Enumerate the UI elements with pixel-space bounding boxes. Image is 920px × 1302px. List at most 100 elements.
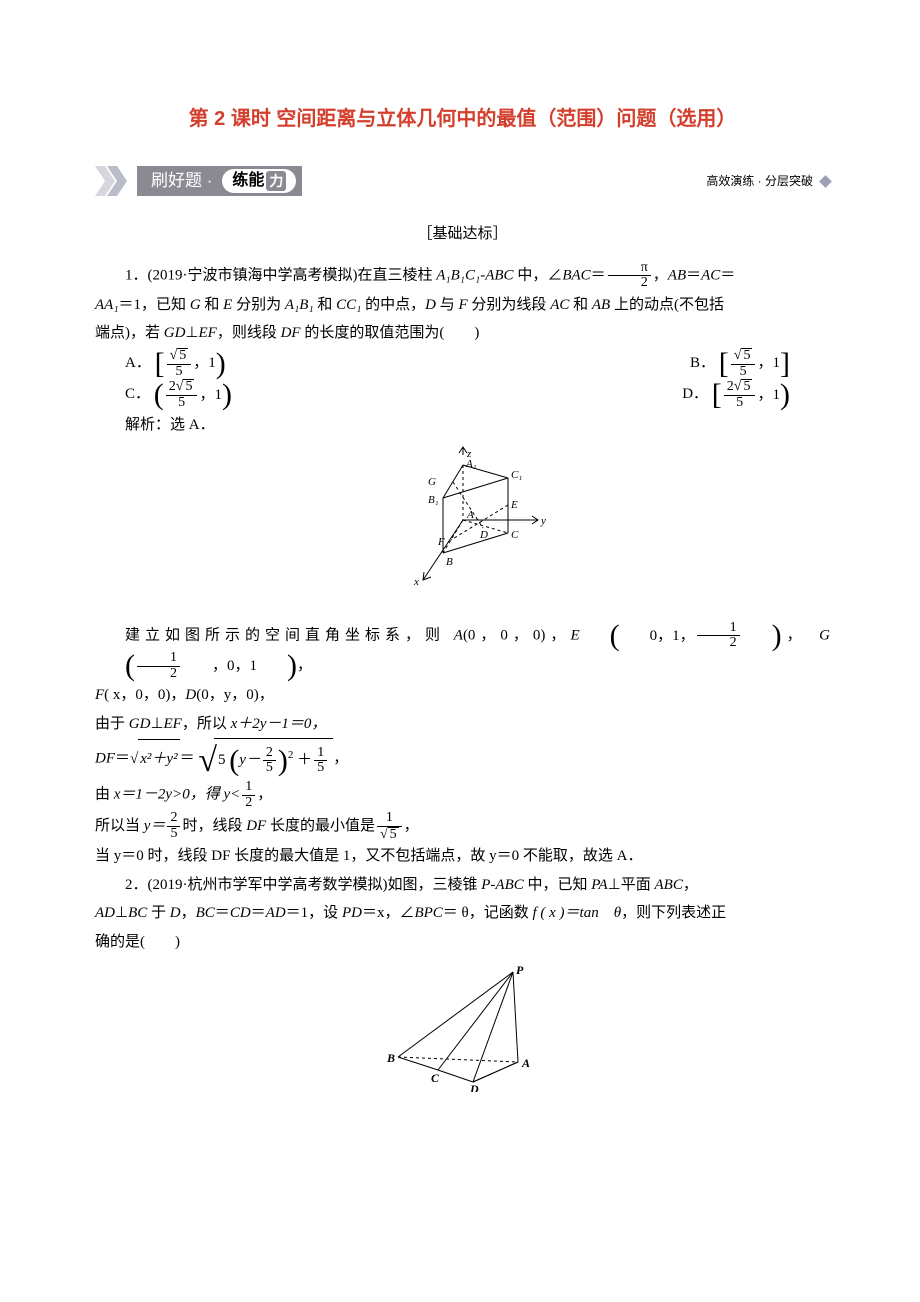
t: ，0，1 (182, 652, 257, 681)
t: 的中点， (361, 297, 425, 313)
svg-text:D: D (469, 1082, 479, 1092)
t: 与 (436, 297, 459, 313)
t: 5 (177, 348, 188, 364)
t: y< (223, 787, 240, 803)
t: ，则下列表述正 (621, 905, 726, 921)
t: ＝1，设 (286, 905, 342, 921)
pill-box: 力 (266, 171, 286, 191)
svg-text:E: E (510, 499, 518, 511)
t: 2 (137, 667, 180, 682)
t: A₁B₁ (285, 297, 314, 313)
t: 2 (263, 746, 276, 762)
sol-l7: 当 y＝0 时，线段 DF 长度的最大值是 1，又不包括端点，故 y＝0 不能取… (95, 842, 830, 871)
t: π (608, 261, 651, 277)
t: ， (782, 627, 800, 643)
pill-prefix: 练能 (232, 169, 264, 193)
banner-left-text: 刷好题 · (151, 165, 212, 197)
t: GD (164, 325, 186, 341)
svg-text:F: F (437, 536, 445, 548)
svg-text:y: y (540, 515, 546, 527)
t: ＝ θ，记函数 (443, 905, 533, 921)
t: ⊥ (150, 716, 163, 732)
t: D (425, 297, 436, 313)
t: 1 (208, 349, 216, 378)
t: 上的动点(不包括 (610, 297, 724, 313)
t: DF (281, 325, 301, 341)
t: 1 (773, 381, 781, 410)
t: ， (181, 905, 196, 921)
t: 的长度的取值范围为( ) (301, 325, 480, 341)
q1-line3: 端点)，若 GD⊥EF，则线段 DF 的长度的取值范围为( ) (95, 319, 830, 348)
t: 和 (569, 297, 592, 313)
q1-line1: 1．(2019·宁波市镇海中学高考模拟)在直三棱柱 A₁B₁C₁­-ABC 中，… (95, 261, 830, 291)
banner-left: 刷好题 · 练能 力 (95, 164, 302, 198)
t: 5 (263, 761, 276, 776)
t: 5 (314, 761, 327, 776)
page: 第 2 课时 空间距离与立体几何中的最值（范围）问题（选用） 刷好题 · 练能 … (0, 0, 920, 1302)
t: ＝x，∠ (362, 905, 415, 921)
t: ， (653, 267, 668, 283)
svg-text:B₁: B₁ (428, 494, 439, 506)
sol-l1: 建立如图所示的空间直角坐标系，则 A(0，0，0)，E(0，1，12)， G(1… (95, 621, 830, 682)
t: 2 (242, 796, 255, 811)
t: 5 (167, 365, 192, 380)
t: 和 (314, 297, 337, 313)
t: 分别为 (232, 297, 285, 313)
t: 由 (95, 787, 114, 803)
t: AC (701, 267, 720, 283)
t: AD (266, 905, 286, 921)
t: CD (230, 905, 251, 921)
t: A₁B₁C₁­-ABC (436, 267, 513, 283)
t: 5 (218, 752, 226, 768)
t: 1 (137, 651, 180, 667)
t: AB (592, 297, 610, 313)
q1-line2: AA₁＝1，已知 G 和 E 分别为 A₁B₁ 和 CC₁ 的中点，D 与 F … (95, 291, 830, 320)
svg-text:G: G (428, 476, 436, 488)
t: x＋2y－1＝0， (231, 716, 327, 732)
t: 1 (214, 381, 222, 410)
t: BAC (562, 267, 590, 283)
t: 1 (242, 780, 255, 796)
q2-line3: 确的是( ) (95, 928, 830, 957)
section-heading: ［基础达标］ (95, 220, 830, 249)
svg-text:A: A (466, 509, 474, 521)
t: EF (164, 716, 182, 732)
sol-l4: DF＝x²＋y²＝ √ 5 (y－25)2 ＋15 ， (95, 738, 830, 780)
t: 由于 (95, 716, 129, 732)
t: AB (668, 267, 686, 283)
banner-pill: 练能 力 (222, 169, 296, 193)
t: 2 (727, 379, 734, 394)
svg-text:P: P (516, 963, 524, 977)
banner-right-text: 高效演练 · 分层突破 (706, 170, 813, 193)
t: D (170, 905, 181, 921)
t: PD (342, 905, 362, 921)
t: B． (690, 355, 715, 371)
t: 于 (147, 905, 170, 921)
figure-prism: z A₁ C₁ G B₁ E A D C y F B x (95, 445, 830, 611)
t: G (190, 297, 201, 313)
t: GD (129, 716, 151, 732)
t: ＝ (686, 267, 701, 283)
t: 分别为线段 (468, 297, 551, 313)
t: E (223, 297, 232, 313)
sol-l6: 所以当 y＝25时，线段 DF 长度的最小值是15， (95, 811, 830, 842)
t: BPC (414, 905, 442, 921)
t: EF (199, 325, 217, 341)
t: 2 (697, 636, 740, 651)
t: F (95, 687, 104, 703)
t: ＝ (180, 751, 195, 767)
svg-text:C₁: C₁ (511, 469, 522, 481)
t: PA (591, 877, 607, 893)
t: ⊥ (115, 905, 128, 921)
t: AD (95, 905, 115, 921)
t: C． (125, 386, 150, 402)
t: x＝1－2y>0，得 (114, 787, 224, 803)
t: 0，1， (620, 622, 695, 651)
t: ，所以 (182, 716, 231, 732)
t: A． (125, 355, 151, 371)
q1-options-row2: C． ( 255 ，1 ) D． [ 255 ，1 ) (125, 379, 830, 410)
sol-l5: 由 x＝1－2y>0，得 y<12， (95, 780, 830, 810)
t: F (459, 297, 468, 313)
t: ＝ (115, 751, 130, 767)
t: ＝ (251, 905, 266, 921)
